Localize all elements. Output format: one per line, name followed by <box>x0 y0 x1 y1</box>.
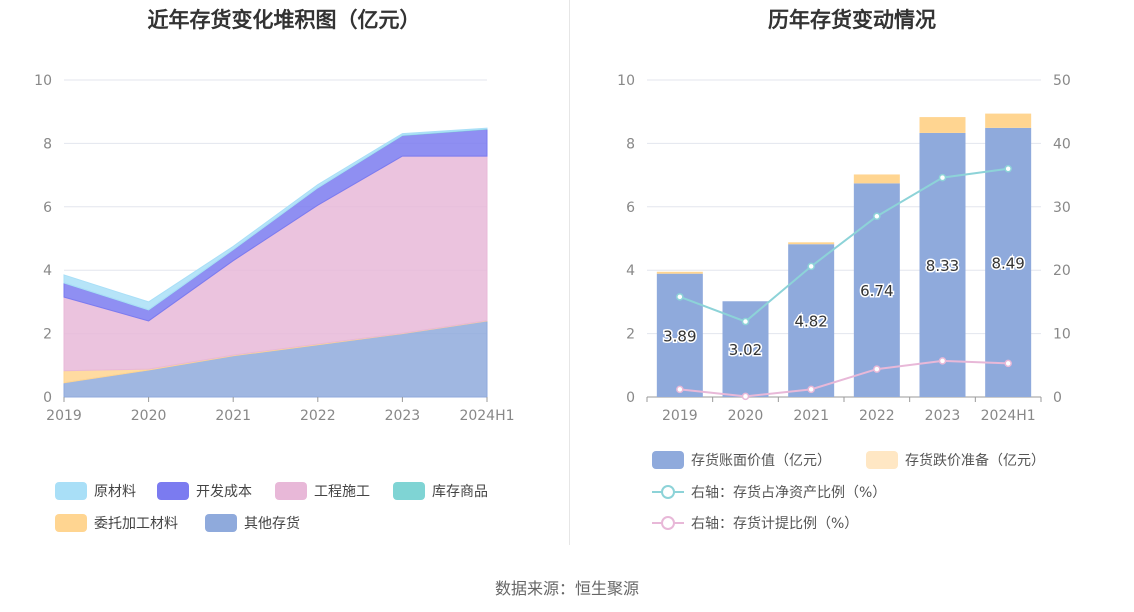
y2-tick-label: 10 <box>1053 327 1071 343</box>
inventory-stacked-area-panel: 近年存货变化堆积图（亿元） 0 2 4 6 8 10 2019 2020 2021 2022 202… <box>0 0 568 560</box>
line-point <box>676 385 684 394</box>
bar-impairment <box>788 242 835 245</box>
y-tick-label: 0 <box>626 390 635 406</box>
line-point <box>938 357 947 365</box>
x-tick-label: 2020 <box>131 408 167 424</box>
x-tick-label: 2022 <box>859 408 895 424</box>
bar-impairment <box>919 117 966 133</box>
line-point <box>873 365 881 373</box>
legend-label: 其他存货 <box>244 516 300 532</box>
data-source-note: 数据来源：恒生聚源 <box>494 579 639 598</box>
y-tick-label: 4 <box>43 263 52 279</box>
y-tick-label: 8 <box>43 136 52 152</box>
line-point <box>676 293 684 301</box>
bar-impairment <box>656 271 703 274</box>
legend-label: 存货跌价准备（亿元） <box>905 453 1045 469</box>
legend-item[interactable]: 原材料 <box>55 481 136 501</box>
legend-item[interactable]: 开发成本 <box>157 481 252 501</box>
panel-divider <box>569 0 570 545</box>
x-tick-label: 2024H1 <box>981 408 1036 424</box>
y2-tick-label: 40 <box>1053 136 1071 152</box>
x-tick-label: 2021 <box>215 408 251 424</box>
y2-tick-label: 20 <box>1053 263 1071 279</box>
bar-data-label: 8.33 <box>926 257 959 275</box>
x-tick-label: 2023 <box>925 408 961 424</box>
x-tick-label: 2020 <box>728 408 764 424</box>
x-tick-label: 2024H1 <box>459 408 514 424</box>
legend-swatch <box>55 482 87 500</box>
line-point <box>873 212 881 221</box>
legend-label: 存货账面价值（亿元） <box>691 453 831 469</box>
bar-book-value <box>985 127 1032 397</box>
x-tick-label: 2021 <box>793 408 829 424</box>
legend-swatch <box>205 514 237 532</box>
y2-tick-label: 0 <box>1053 390 1062 406</box>
legend-item[interactable]: 右轴：存货计提比例（%） <box>652 513 858 533</box>
legend-item[interactable]: 存货账面价值（亿元） <box>652 450 831 470</box>
line-point <box>938 173 947 182</box>
legend-item[interactable]: 工程施工 <box>275 481 370 501</box>
y-tick-label: 6 <box>43 200 52 216</box>
bar-book-value <box>722 301 769 397</box>
legend-item[interactable]: 存货跌价准备（亿元） <box>866 450 1045 470</box>
legend-swatch <box>652 451 684 469</box>
line-point <box>741 317 750 326</box>
inventory-change-panel: 历年存货变动情况 0 2 4 6 8 10 0 10 20 30 40 50 3.89 3.02 4.82 6… <box>570 0 1134 560</box>
legend-swatch <box>393 482 425 500</box>
chart-title: 历年存货变动情况 <box>768 8 936 32</box>
legend-label: 右轴：存货计提比例（%） <box>691 516 859 532</box>
y-tick-label: 2 <box>43 327 52 343</box>
bar-data-label: 6.74 <box>860 282 893 300</box>
y-tick-label: 2 <box>626 327 635 343</box>
legend-label: 工程施工 <box>314 484 370 500</box>
legend-swatch <box>157 482 189 500</box>
line-右轴：存货占净资产比例（%） <box>679 167 1009 323</box>
y-tick-label: 10 <box>617 73 635 89</box>
y2-tick-label: 30 <box>1053 200 1071 216</box>
y-tick-label: 4 <box>626 263 635 279</box>
y-tick-label: 10 <box>34 73 52 89</box>
x-tick-label: 2019 <box>46 408 82 424</box>
bar-impairment <box>853 174 900 184</box>
y-tick-label: 6 <box>626 200 635 216</box>
legend-item[interactable]: 其他存货 <box>205 513 300 533</box>
y2-tick-label: 50 <box>1053 73 1071 89</box>
legend-swatch <box>866 451 898 469</box>
area-原材料 <box>63 127 488 311</box>
y-tick-label: 8 <box>626 136 635 152</box>
legend-item[interactable]: 库存商品 <box>393 481 488 501</box>
legend-label: 原材料 <box>94 484 136 500</box>
x-tick-label: 2019 <box>662 408 698 424</box>
chart-title: 近年存货变化堆积图（亿元） <box>147 8 421 32</box>
line-point <box>741 392 750 401</box>
bar-data-label: 4.82 <box>794 313 827 331</box>
line-point <box>1004 359 1012 368</box>
legend-swatch <box>275 482 307 500</box>
stacked-area-chart: 0 2 4 6 8 10 2019 2020 2021 2022 2023 2024H1 <box>34 73 514 424</box>
bar-data-label: 3.02 <box>729 341 762 359</box>
legend-item[interactable]: 右轴：存货占净资产比例（%） <box>652 482 886 502</box>
legend-swatch <box>652 483 684 501</box>
legend-label: 委托加工材料 <box>94 516 178 532</box>
legend-label: 开发成本 <box>196 484 252 500</box>
x-tick-label: 2023 <box>385 408 421 424</box>
line-point <box>1004 165 1012 173</box>
legend-label: 库存商品 <box>432 484 488 500</box>
y-tick-label: 0 <box>43 390 52 406</box>
bar-line-chart: 0 2 4 6 8 10 0 10 20 30 40 50 3.89 3.02 4.82 6.74 8.33 8.… <box>617 73 1071 424</box>
legend-swatch <box>652 514 684 532</box>
x-tick-label: 2022 <box>300 408 336 424</box>
bar-data-label: 3.89 <box>663 327 696 345</box>
legend-swatch <box>55 514 87 532</box>
line-右轴：存货计提比例（%） <box>679 359 1009 398</box>
bar-data-label: 8.49 <box>991 254 1024 272</box>
line-point <box>807 385 815 394</box>
legend-item[interactable]: 委托加工材料 <box>55 513 178 533</box>
legend-label: 右轴：存货占净资产比例（%） <box>691 485 887 501</box>
line-point <box>807 262 815 271</box>
bar-impairment <box>985 113 1032 128</box>
